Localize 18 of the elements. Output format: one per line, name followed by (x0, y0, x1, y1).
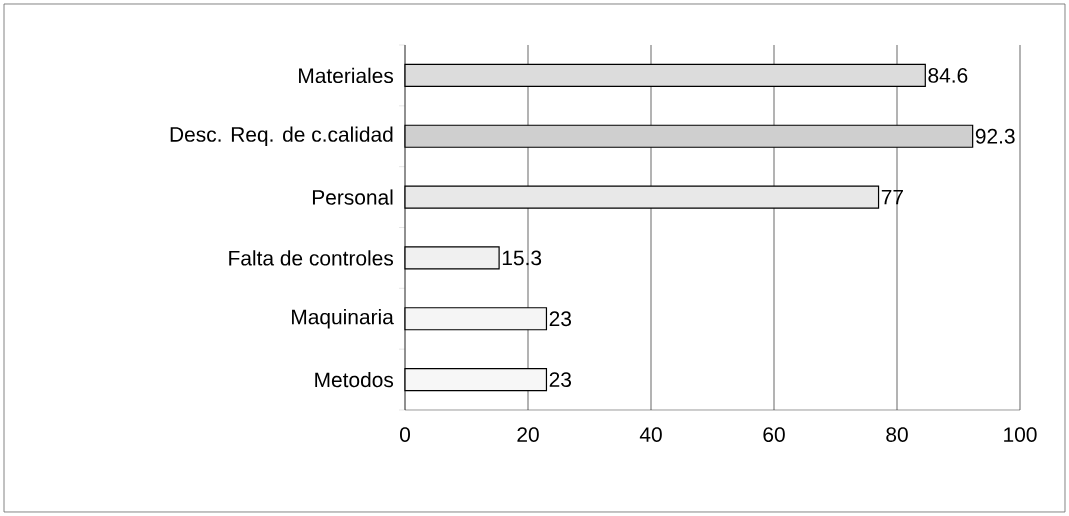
y-tick-label: Desc. Req. de c.calidad (170, 126, 393, 146)
data-label: 92.3 (975, 128, 1015, 144)
x-tick-label: 100 (1004, 427, 1037, 442)
y-tick-label: Personal (312, 189, 393, 205)
data-label: 15.3 (502, 250, 542, 266)
y-tick-label: Materiales (299, 67, 394, 84)
x-tick-label: 80 (886, 427, 908, 442)
y-tick-label: Maquinaria (292, 308, 394, 329)
y-tick-label: Metodos (315, 371, 394, 388)
x-tick-label: 20 (517, 427, 539, 442)
y-tick-label: Falta de controles (229, 250, 394, 266)
data-label: 23 (549, 311, 572, 327)
x-tick-label: 60 (763, 427, 785, 442)
x-tick-label: 0 (400, 427, 410, 442)
x-tick-label: 40 (639, 427, 662, 442)
data-label: 23 (549, 372, 572, 387)
data-label: 77 (881, 189, 903, 205)
data-label: 84.6 (928, 68, 968, 83)
